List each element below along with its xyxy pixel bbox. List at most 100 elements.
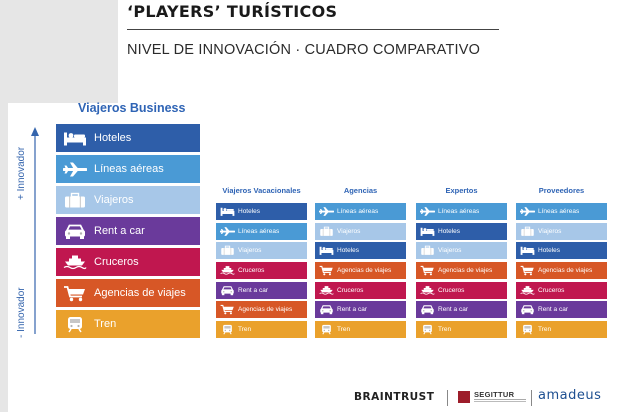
car-icon <box>216 285 238 296</box>
item-tren: Tren <box>516 321 607 339</box>
car-icon <box>416 304 438 315</box>
item-label: Tren <box>438 326 452 334</box>
cart-icon <box>216 304 238 315</box>
item-viajeros: Viajeros <box>516 222 607 240</box>
suitcase-icon <box>315 226 337 237</box>
column-title: Viajeros Vacacionales <box>222 186 301 195</box>
item-label: Cruceros <box>337 286 364 294</box>
item-agencias: Agencias de viajes <box>416 262 507 280</box>
item-label: Cruceros <box>438 286 465 294</box>
train-icon <box>516 324 538 335</box>
train-icon <box>416 324 438 335</box>
item-label: Hoteles <box>238 208 261 215</box>
item-label: Agencias de viajes <box>438 267 493 275</box>
cart-icon <box>516 265 538 276</box>
business-column: Hoteles Líneas aéreas Viajeros Rent a car Cr… <box>56 124 200 341</box>
ship-icon <box>56 254 94 271</box>
item-label: Tren <box>337 326 351 334</box>
title-divider <box>127 29 499 30</box>
item-viajeros: Viajeros <box>315 222 406 240</box>
train-icon <box>56 316 94 333</box>
item-rentacar: Rent a car <box>416 301 507 319</box>
item-label: Rent a car <box>238 286 268 294</box>
logo-divider <box>447 390 448 406</box>
item-tren: Tren <box>315 321 406 339</box>
top-left-band <box>0 0 118 103</box>
bed-icon <box>516 245 538 256</box>
segittur-tagline-lines <box>474 399 526 400</box>
item-label: Viajeros <box>538 227 562 235</box>
ship-icon <box>315 285 337 296</box>
item-label: Viajeros <box>438 247 462 255</box>
column-title: Agencias <box>343 186 378 195</box>
item-agencias: Agencias de viajes <box>56 279 200 307</box>
airplane-icon <box>56 161 94 178</box>
airplane-icon <box>216 226 238 237</box>
comparison-column: Hoteles Líneas aéreas Viajeros Cruceros Rent… <box>216 203 307 341</box>
suitcase-icon <box>216 245 238 256</box>
item-label: Viajeros <box>337 227 361 235</box>
column-title: Expertos <box>445 186 478 195</box>
item-hoteles: Hoteles <box>315 242 406 260</box>
bed-icon <box>315 245 337 256</box>
axis-bottom-label: - Innovador <box>16 287 27 338</box>
column-title: Proveedores <box>538 186 585 195</box>
segittur-mark-icon <box>458 391 470 403</box>
item-label: Agencias de viajes <box>94 287 186 299</box>
comparison-column: Líneas aéreas Hoteles Viajeros Agencias de … <box>416 203 507 341</box>
car-icon <box>56 223 94 240</box>
item-label: Tren <box>94 318 117 330</box>
bed-icon <box>416 226 438 237</box>
page-subtitle: NIVEL DE INNOVACIÓN · CUADRO COMPARATIVO <box>127 42 481 58</box>
item-cruceros: Cruceros <box>315 281 406 299</box>
suitcase-icon <box>516 226 538 237</box>
item-lineas: Líneas aéreas <box>516 203 607 220</box>
item-label: Viajeros <box>238 247 262 255</box>
item-label: Agencias de viajes <box>238 306 293 314</box>
item-label: Hoteles <box>438 227 461 235</box>
item-rentacar: Rent a car <box>56 217 200 245</box>
suitcase-icon <box>56 192 94 209</box>
item-tren: Tren <box>216 321 307 339</box>
item-hoteles: Hoteles <box>56 124 200 152</box>
ship-icon <box>516 285 538 296</box>
item-rentacar: Rent a car <box>516 301 607 319</box>
left-edge-band <box>0 103 8 412</box>
item-label: Viajeros <box>94 194 134 206</box>
page-title: ‘PLAYERS’ TURÍSTICOS <box>127 2 338 21</box>
item-label: Cruceros <box>538 286 565 294</box>
item-label: Rent a car <box>438 306 468 314</box>
airplane-icon <box>315 206 337 217</box>
ship-icon <box>216 265 238 276</box>
item-label: Líneas aéreas <box>337 208 379 215</box>
business-title: Viajeros Business <box>78 101 186 115</box>
axis-top-label: + Innovador <box>16 146 27 200</box>
airplane-icon <box>516 206 538 217</box>
bed-icon <box>216 206 238 217</box>
comparison-column: Líneas aéreas Viajeros Hoteles Agencias de … <box>315 203 406 341</box>
item-label: Cruceros <box>238 267 265 275</box>
item-label: Hoteles <box>538 247 561 255</box>
item-lineas: Líneas aéreas <box>56 155 200 183</box>
item-cruceros: Cruceros <box>416 281 507 299</box>
item-label: Tren <box>238 326 252 334</box>
train-icon <box>315 324 337 335</box>
item-label: Rent a car <box>337 306 367 314</box>
item-cruceros: Cruceros <box>56 248 200 276</box>
item-lineas: Líneas aéreas <box>216 222 307 240</box>
item-agencias: Agencias de viajes <box>516 262 607 280</box>
train-icon <box>216 324 238 335</box>
item-label: Agencias de viajes <box>538 267 593 275</box>
cart-icon <box>416 265 438 276</box>
bed-icon <box>56 130 94 147</box>
item-label: Rent a car <box>94 225 145 237</box>
item-viajeros: Viajeros <box>416 242 507 260</box>
car-icon <box>516 304 538 315</box>
axis-arrow-icon <box>31 127 39 334</box>
item-lineas: Líneas aéreas <box>315 203 406 220</box>
item-agencias: Agencias de viajes <box>315 262 406 280</box>
item-label: Agencias de viajes <box>337 267 392 275</box>
cart-icon <box>56 285 94 302</box>
item-label: Hoteles <box>94 132 132 144</box>
item-lineas: Líneas aéreas <box>416 203 507 220</box>
